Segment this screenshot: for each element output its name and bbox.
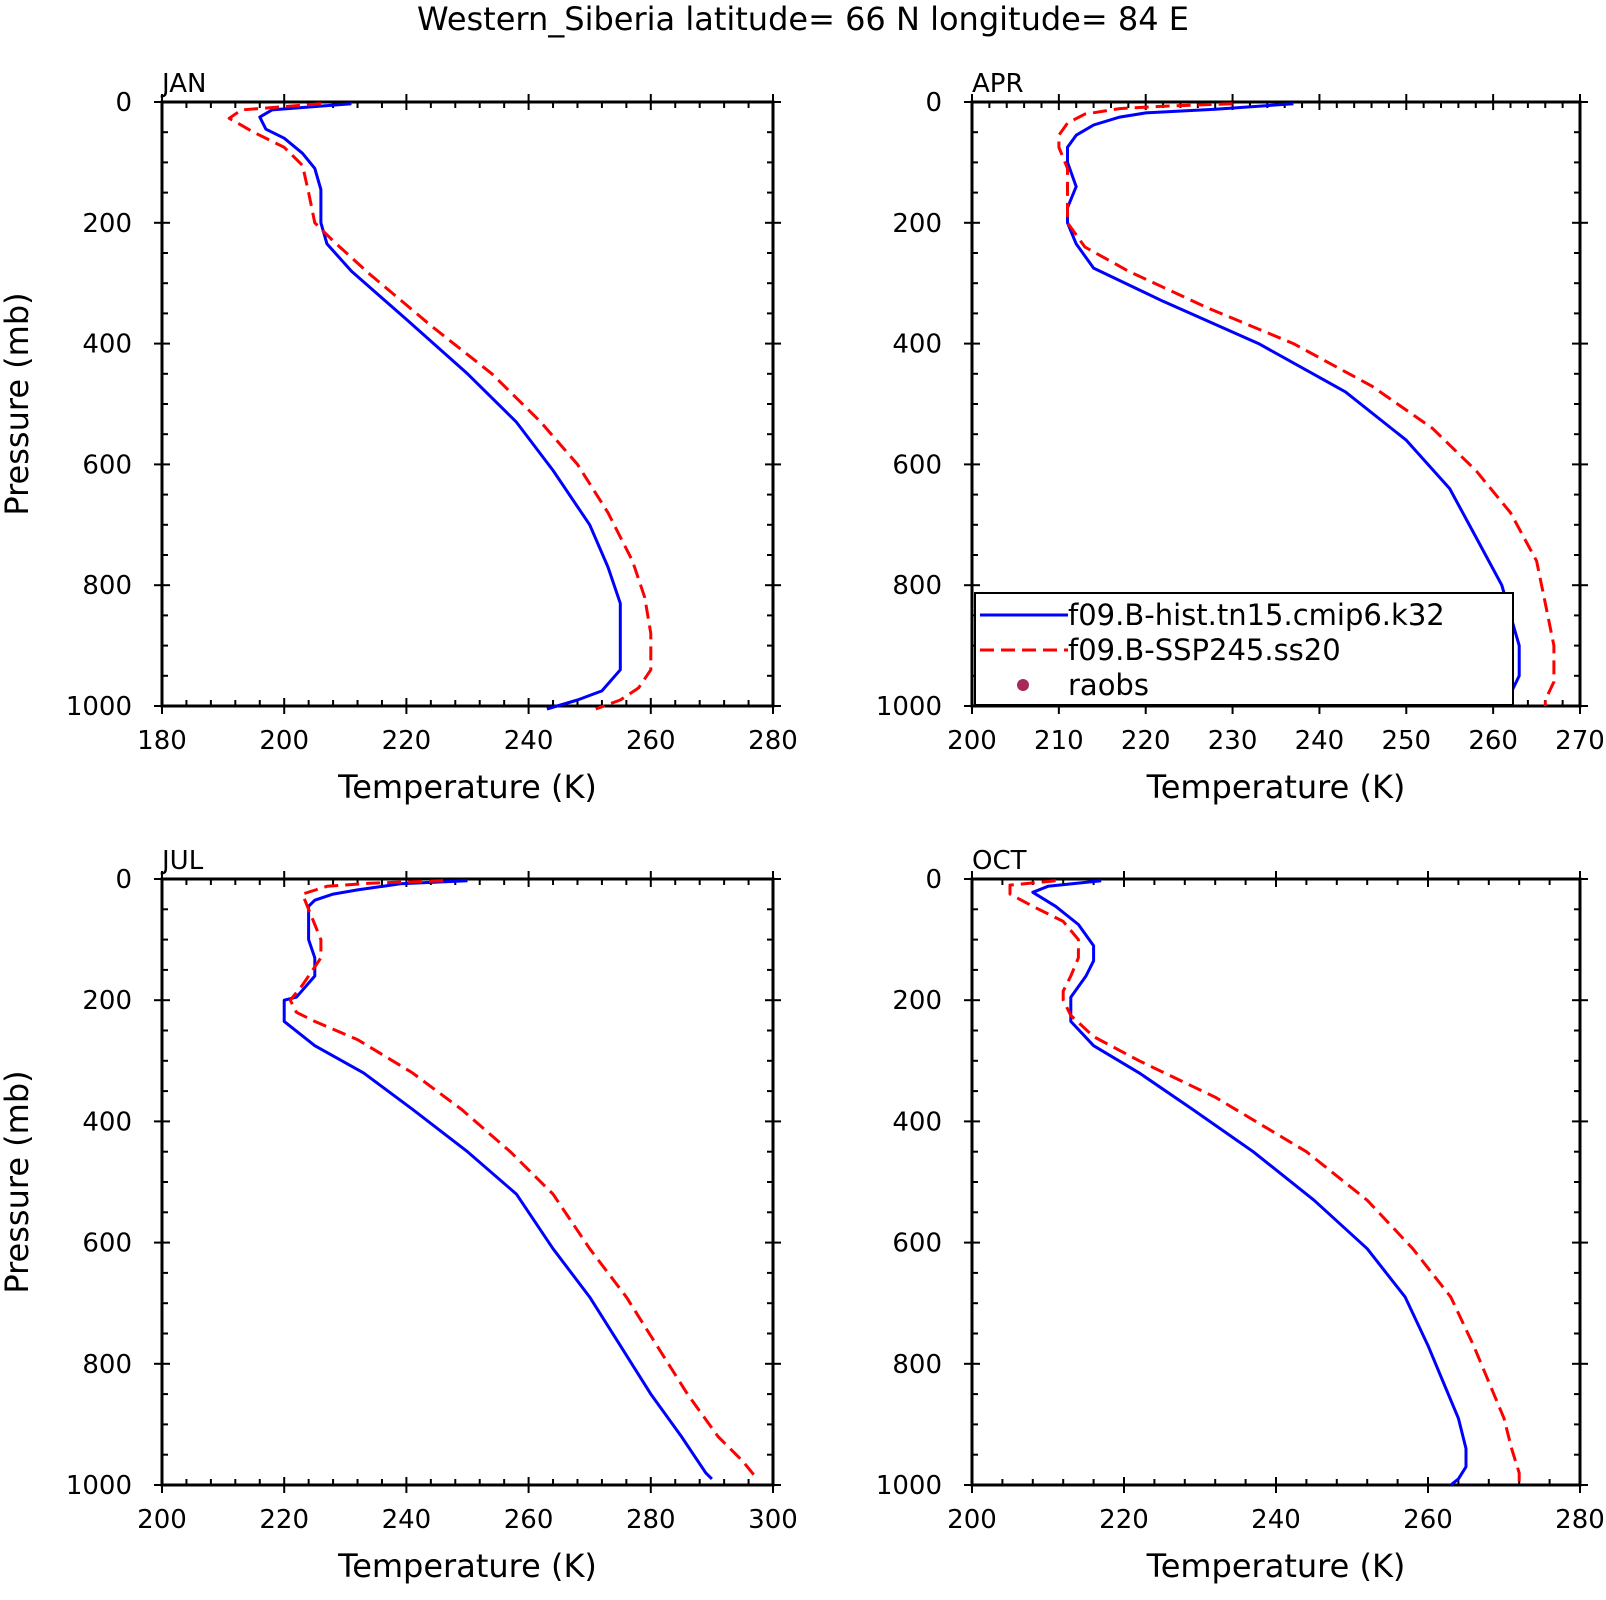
legend-dot-marker (1017, 679, 1029, 691)
ssp245-series-line (288, 879, 756, 1477)
x-tick-label: 240 (382, 1505, 432, 1535)
y-tick-label: 600 (82, 1229, 132, 1259)
panel-label: APR (972, 69, 1024, 99)
main-title: Western_Siberia latitude= 66 N longitude… (417, 0, 1189, 38)
plot-frame (970, 877, 1582, 1487)
x-tick-label: 300 (748, 1505, 798, 1535)
x-tick-label: 260 (1403, 1505, 1453, 1535)
x-tick-label: 220 (382, 726, 432, 756)
x-tick-label: 200 (259, 726, 309, 756)
x-tick-label: 200 (947, 726, 997, 756)
y-tick-label: 1000 (876, 692, 942, 722)
y-tick-label: 800 (892, 1350, 942, 1380)
y-tick-label: 400 (892, 1107, 942, 1137)
x-tick-label: 250 (1381, 726, 1431, 756)
x-tick-label: 200 (137, 1505, 187, 1535)
y-tick-label: 400 (892, 330, 942, 360)
y-tick-label: 200 (892, 986, 942, 1016)
y-tick-label: 200 (82, 209, 132, 239)
x-tick-label: 200 (947, 1505, 997, 1535)
y-tick-label: 0 (115, 865, 132, 895)
ssp245-series-line (1057, 102, 1556, 706)
legend-label: raobs (1068, 668, 1149, 702)
x-tick-label: 220 (1121, 726, 1171, 756)
y-tick-label: 600 (892, 450, 942, 480)
y-tick-label: 0 (115, 88, 132, 118)
hist-series-line (258, 102, 622, 711)
panel-label: OCT (972, 846, 1027, 876)
x-tick-label: 240 (1251, 1505, 1301, 1535)
x-tick-label: 180 (137, 726, 187, 756)
x-tick-label: 220 (1099, 1505, 1149, 1535)
y-tick-label: 1000 (66, 692, 132, 722)
ssp245-series-line (227, 102, 653, 711)
panel-label: JAN (160, 69, 206, 99)
x-tick-label: 220 (259, 1505, 309, 1535)
y-tick-label: 800 (82, 571, 132, 601)
hist-series-line (1031, 879, 1468, 1487)
y-tick-label: 400 (82, 1107, 132, 1137)
y-tick-label: 200 (82, 986, 132, 1016)
y-tick-label: 800 (82, 1350, 132, 1380)
x-axis-label: Temperature (K) (1146, 768, 1406, 806)
y-tick-label: 1000 (876, 1471, 942, 1501)
x-tick-label: 240 (504, 726, 554, 756)
x-tick-label: 270 (1555, 726, 1605, 756)
x-tick-label: 240 (1295, 726, 1345, 756)
y-tick-label: 200 (892, 209, 942, 239)
hist-series-line (282, 879, 713, 1480)
y-tick-label: 0 (925, 88, 942, 118)
ssp245-series-line (1008, 879, 1521, 1485)
x-tick-label: 260 (1468, 726, 1518, 756)
plot-frame (160, 100, 775, 708)
x-tick-label: 210 (1034, 726, 1084, 756)
x-tick-label: 260 (504, 1505, 554, 1535)
y-axis-label: Pressure (mb) (0, 1070, 36, 1293)
x-axis-label: Temperature (K) (337, 768, 597, 806)
x-tick-label: 280 (1555, 1505, 1605, 1535)
legend-label: f09.B-SSP245.ss20 (1068, 633, 1341, 667)
legend: f09.B-hist.tn15.cmip6.k32f09.B-SSP245.ss… (974, 592, 1514, 706)
x-axis-label: Temperature (K) (337, 1547, 597, 1585)
x-tick-label: 260 (626, 726, 676, 756)
x-tick-label: 280 (626, 1505, 676, 1535)
y-axis-label: Pressure (mb) (0, 292, 36, 515)
panel-label: JUL (160, 846, 204, 876)
y-tick-label: 1000 (66, 1471, 132, 1501)
x-axis-label: Temperature (K) (1146, 1547, 1406, 1585)
y-tick-label: 800 (892, 571, 942, 601)
y-tick-label: 600 (82, 450, 132, 480)
x-tick-label: 230 (1208, 726, 1258, 756)
y-tick-label: 600 (892, 1229, 942, 1259)
legend-label: f09.B-hist.tn15.cmip6.k32 (1068, 598, 1445, 632)
plot-frame (160, 877, 775, 1487)
y-tick-label: 0 (925, 865, 942, 895)
x-tick-label: 280 (748, 726, 798, 756)
y-tick-label: 400 (82, 330, 132, 360)
